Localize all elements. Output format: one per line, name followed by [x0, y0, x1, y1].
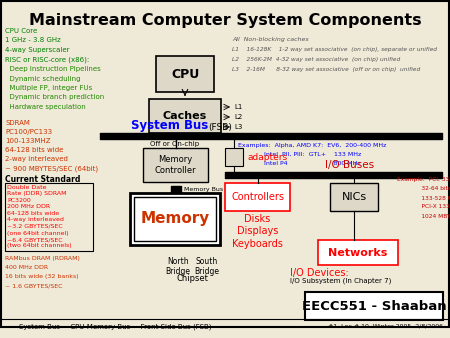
- Text: CPU: CPU: [171, 68, 199, 80]
- Bar: [5, 183, 93, 251]
- Text: L1: L1: [234, 104, 243, 110]
- Bar: [143, 148, 208, 182]
- Text: 32-64 bits wide: 32-64 bits wide: [397, 186, 450, 191]
- Text: L2: L2: [234, 114, 242, 120]
- Text: 4-way Superscaler: 4-way Superscaler: [5, 47, 69, 53]
- Text: L3    2-16M      8-32 way set associative  (off or on chip)  unified: L3 2-16M 8-32 way set associative (off o…: [232, 67, 420, 72]
- Text: (FSB): (FSB): [208, 123, 232, 132]
- Text: Rate (DDR) SDRAM: Rate (DDR) SDRAM: [7, 192, 67, 196]
- Text: Disks
Displays
Keyboards: Disks Displays Keyboards: [232, 214, 283, 249]
- Text: NICs: NICs: [342, 192, 367, 202]
- Bar: [305, 292, 443, 320]
- Text: 2-way interleaved: 2-way interleaved: [5, 156, 68, 162]
- Text: North
Bridge: North Bridge: [166, 257, 190, 276]
- Text: Current Standard: Current Standard: [5, 175, 81, 184]
- Text: L3: L3: [234, 124, 243, 130]
- Bar: [156, 56, 214, 92]
- Text: L1    16-128K    1-2 way set associative  (on chip), separate or unified: L1 16-128K 1-2 way set associative (on c…: [232, 47, 437, 52]
- Text: 64-128 bits wide: 64-128 bits wide: [5, 147, 63, 153]
- Bar: [149, 99, 221, 133]
- Text: 16 bits wide (32 banks): 16 bits wide (32 banks): [5, 274, 79, 279]
- Text: ~ 1.6 GBYTES/SEC: ~ 1.6 GBYTES/SEC: [5, 283, 63, 288]
- Text: (two 64bit channels): (two 64bit channels): [7, 243, 72, 248]
- Text: Networks: Networks: [328, 247, 388, 258]
- Text: RISC or RISC-core (x86):: RISC or RISC-core (x86):: [5, 56, 89, 63]
- Bar: [318, 240, 398, 265]
- Text: Memory: Memory: [140, 212, 210, 226]
- Text: Controllers: Controllers: [231, 192, 284, 202]
- Text: Caches: Caches: [163, 111, 207, 121]
- Text: CPU Core: CPU Core: [5, 28, 37, 34]
- Text: Dynamic scheduling: Dynamic scheduling: [5, 75, 81, 81]
- Text: Examples:  Alpha, AMD K7:  EV6,  200-400 MHz: Examples: Alpha, AMD K7: EV6, 200-400 MH…: [238, 143, 387, 148]
- Text: #1  Lec # 10  Winter 2005  2/8/2006: #1 Lec # 10 Winter 2005 2/8/2006: [328, 323, 442, 328]
- Text: Memory Bus: Memory Bus: [184, 187, 223, 192]
- Text: Memory
Controller: Memory Controller: [155, 155, 196, 175]
- Text: Hardware speculation: Hardware speculation: [5, 104, 86, 110]
- Text: System Bus: System Bus: [131, 119, 209, 132]
- Text: PC100/PC133: PC100/PC133: [5, 129, 52, 135]
- Text: I/O Devices:: I/O Devices:: [290, 268, 349, 278]
- Bar: [134, 197, 216, 241]
- Bar: [330, 183, 378, 211]
- Text: I/O Subsystem (In Chapter 7): I/O Subsystem (In Chapter 7): [290, 278, 392, 285]
- Text: PC3200: PC3200: [7, 198, 31, 203]
- Text: ~ 900 MBYTES/SEC (64bit): ~ 900 MBYTES/SEC (64bit): [5, 165, 98, 171]
- Text: EECC551 - Shaaban: EECC551 - Shaaban: [302, 299, 446, 313]
- Text: 64-128 bits wide: 64-128 bits wide: [7, 211, 59, 216]
- Bar: [225, 183, 290, 211]
- Text: Off or On-chip: Off or On-chip: [150, 141, 199, 147]
- Text: Chipset: Chipset: [176, 274, 208, 283]
- Text: 400 MHz DDR: 400 MHz DDR: [5, 265, 48, 270]
- Text: 133-528 MBYTES/SEC: 133-528 MBYTES/SEC: [397, 195, 450, 200]
- Text: Deep Instruction Pipelines: Deep Instruction Pipelines: [5, 66, 101, 72]
- Text: L2    256K-2M  4-32 way set associative  (on chip) unified: L2 256K-2M 4-32 way set associative (on …: [232, 57, 400, 62]
- Text: (one 64bit channel): (one 64bit channel): [7, 231, 68, 236]
- Text: ~3.2 GBYTES/SEC: ~3.2 GBYTES/SEC: [7, 224, 63, 229]
- Text: 200 MHz DDR: 200 MHz DDR: [7, 204, 50, 210]
- Text: Intel P4                       800 MHz: Intel P4 800 MHz: [238, 161, 360, 166]
- Text: Mainstream Computer System Components: Mainstream Computer System Components: [29, 13, 421, 28]
- Text: Dynamic branch prediction: Dynamic branch prediction: [5, 95, 104, 100]
- Text: Example:  PCI, 33-66MHz: Example: PCI, 33-66MHz: [397, 177, 450, 182]
- Text: SDRAM: SDRAM: [5, 120, 30, 126]
- Text: South
Bridge: South Bridge: [194, 257, 220, 276]
- Text: Multiple FP, integer FUs: Multiple FP, integer FUs: [5, 85, 92, 91]
- Text: adapters: adapters: [248, 152, 288, 162]
- Text: I/O Buses: I/O Buses: [325, 160, 374, 170]
- Text: RAMbus DRAM (RDRAM): RAMbus DRAM (RDRAM): [5, 256, 80, 261]
- Bar: [225, 148, 243, 166]
- Bar: [130, 193, 220, 245]
- Text: 1024 MBYTES/SEC: 1024 MBYTES/SEC: [397, 213, 450, 218]
- Text: 1 GHz - 3.8 GHz: 1 GHz - 3.8 GHz: [5, 38, 61, 44]
- Text: All  Non-blocking caches: All Non-blocking caches: [232, 37, 309, 42]
- Text: Double Date: Double Date: [7, 185, 46, 190]
- Text: PCI-X 133MHz 64 bit: PCI-X 133MHz 64 bit: [397, 204, 450, 209]
- Text: System Bus = CPU-Memory Bus = Front Side Bus (FSB): System Bus = CPU-Memory Bus = Front Side…: [19, 323, 211, 330]
- Text: 100-133MHZ: 100-133MHZ: [5, 138, 50, 144]
- Text: ~6.4 GBYTES/SEC: ~6.4 GBYTES/SEC: [7, 237, 63, 242]
- Text: 4-way interleaved: 4-way interleaved: [7, 217, 64, 222]
- Text: Intel  PII, PIII:  GTL+    133 MHz: Intel PII, PIII: GTL+ 133 MHz: [238, 152, 361, 157]
